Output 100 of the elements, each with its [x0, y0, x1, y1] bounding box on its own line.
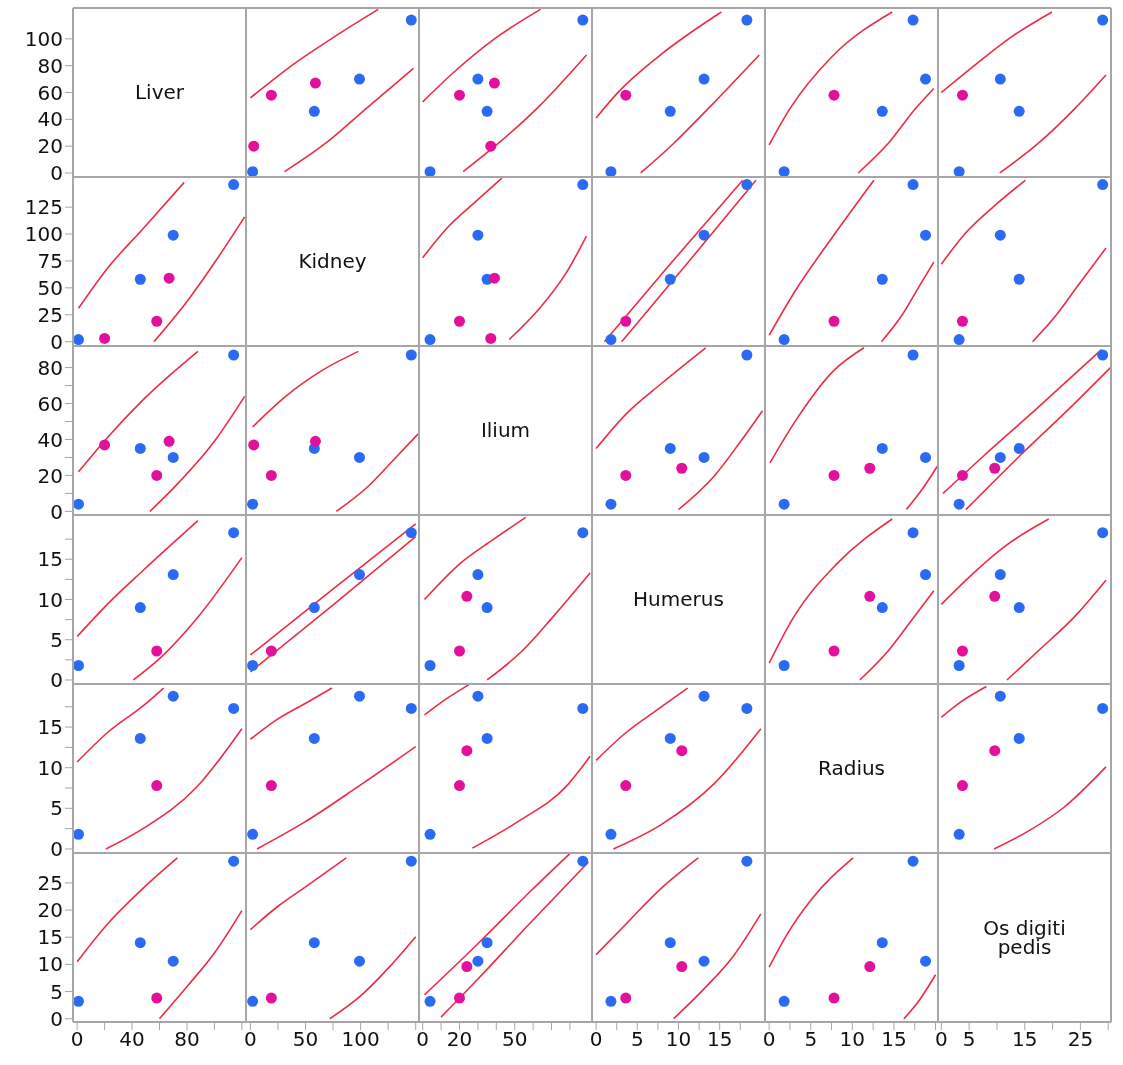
line-series	[158, 909, 243, 1020]
y-tick-label: 15	[37, 715, 63, 740]
point	[134, 602, 146, 614]
text: Liver	[134, 80, 185, 104]
point	[605, 995, 617, 1007]
point	[664, 105, 676, 117]
point	[920, 73, 932, 85]
point	[664, 732, 676, 744]
y-tick-label: 125	[24, 195, 63, 220]
line-series	[77, 181, 186, 310]
point	[953, 659, 965, 671]
point	[472, 955, 484, 967]
point	[265, 469, 277, 481]
y-tick-label: 0	[50, 1006, 63, 1031]
point	[354, 955, 365, 967]
point	[907, 527, 919, 539]
y-tick-label: 60	[37, 391, 63, 416]
point	[73, 659, 84, 671]
x-tick-label: 40	[119, 1027, 145, 1052]
x-tick-label: 80	[174, 1027, 200, 1052]
point	[453, 315, 465, 327]
point	[481, 732, 493, 744]
y-tick-label: 20	[37, 134, 63, 159]
y-tick-label: 75	[37, 249, 63, 274]
y-tick-label: 0	[50, 837, 63, 862]
point	[577, 855, 589, 867]
y-tick-label: 100	[24, 26, 63, 51]
point	[828, 315, 840, 327]
point	[605, 334, 617, 346]
point	[994, 451, 1006, 463]
line-series	[76, 857, 179, 963]
y-tick-label: 20	[37, 463, 63, 488]
x-tick-label: 50	[292, 1027, 319, 1052]
point	[778, 334, 790, 346]
point	[664, 273, 676, 285]
point	[1013, 732, 1025, 744]
point	[953, 334, 965, 346]
point	[741, 14, 753, 26]
y-tick-label: 10	[37, 952, 63, 977]
point	[167, 569, 179, 581]
point	[698, 73, 710, 85]
point	[620, 469, 632, 481]
point	[1097, 702, 1109, 714]
point	[247, 166, 259, 177]
point	[453, 645, 465, 657]
point	[453, 89, 465, 101]
point	[778, 166, 790, 177]
point	[1097, 179, 1109, 191]
point	[620, 89, 632, 101]
point	[1013, 602, 1025, 614]
point	[828, 89, 840, 101]
point	[265, 992, 277, 1004]
y-tick-label: 100	[24, 222, 63, 247]
y-tick-label: 20	[37, 898, 63, 923]
y-tick-label: 0	[50, 161, 63, 186]
point	[920, 569, 932, 581]
x-tick-label: 0	[589, 1027, 603, 1052]
point	[676, 961, 688, 973]
y-tick-label: 10	[37, 755, 63, 780]
line-series	[149, 395, 246, 513]
point	[488, 77, 500, 89]
point	[741, 855, 753, 867]
line-series	[76, 687, 165, 763]
point	[405, 855, 417, 867]
point	[741, 349, 753, 361]
point	[167, 451, 179, 463]
point	[1097, 14, 1109, 26]
x-tick-label: 0	[416, 1027, 430, 1052]
point	[134, 937, 146, 949]
x-tick-label: 10	[665, 1027, 692, 1052]
point	[354, 73, 365, 85]
point	[151, 780, 163, 792]
line-series	[132, 556, 243, 681]
point	[481, 937, 493, 949]
point	[73, 334, 84, 346]
point	[698, 690, 710, 702]
point	[778, 659, 790, 671]
point	[876, 105, 888, 117]
x-tick-label: 15	[1012, 1027, 1038, 1052]
point	[228, 855, 240, 867]
point	[1097, 527, 1109, 539]
x-tick-label: 20	[446, 1027, 473, 1052]
point	[308, 602, 320, 614]
point	[134, 273, 146, 285]
y-tick-label: 25	[37, 302, 63, 327]
x-tick-label: 0	[70, 1027, 84, 1052]
point	[308, 105, 320, 117]
point	[698, 955, 710, 967]
point	[247, 995, 259, 1007]
point	[151, 315, 163, 327]
y-tick-label: 15	[37, 925, 63, 950]
point	[994, 73, 1006, 85]
point	[167, 690, 179, 702]
y-tick-label: 40	[37, 427, 63, 452]
point	[577, 14, 589, 26]
point	[354, 451, 365, 463]
y-tick-label: 80	[37, 355, 63, 380]
point	[73, 995, 84, 1007]
point	[907, 14, 919, 26]
point	[461, 590, 473, 602]
